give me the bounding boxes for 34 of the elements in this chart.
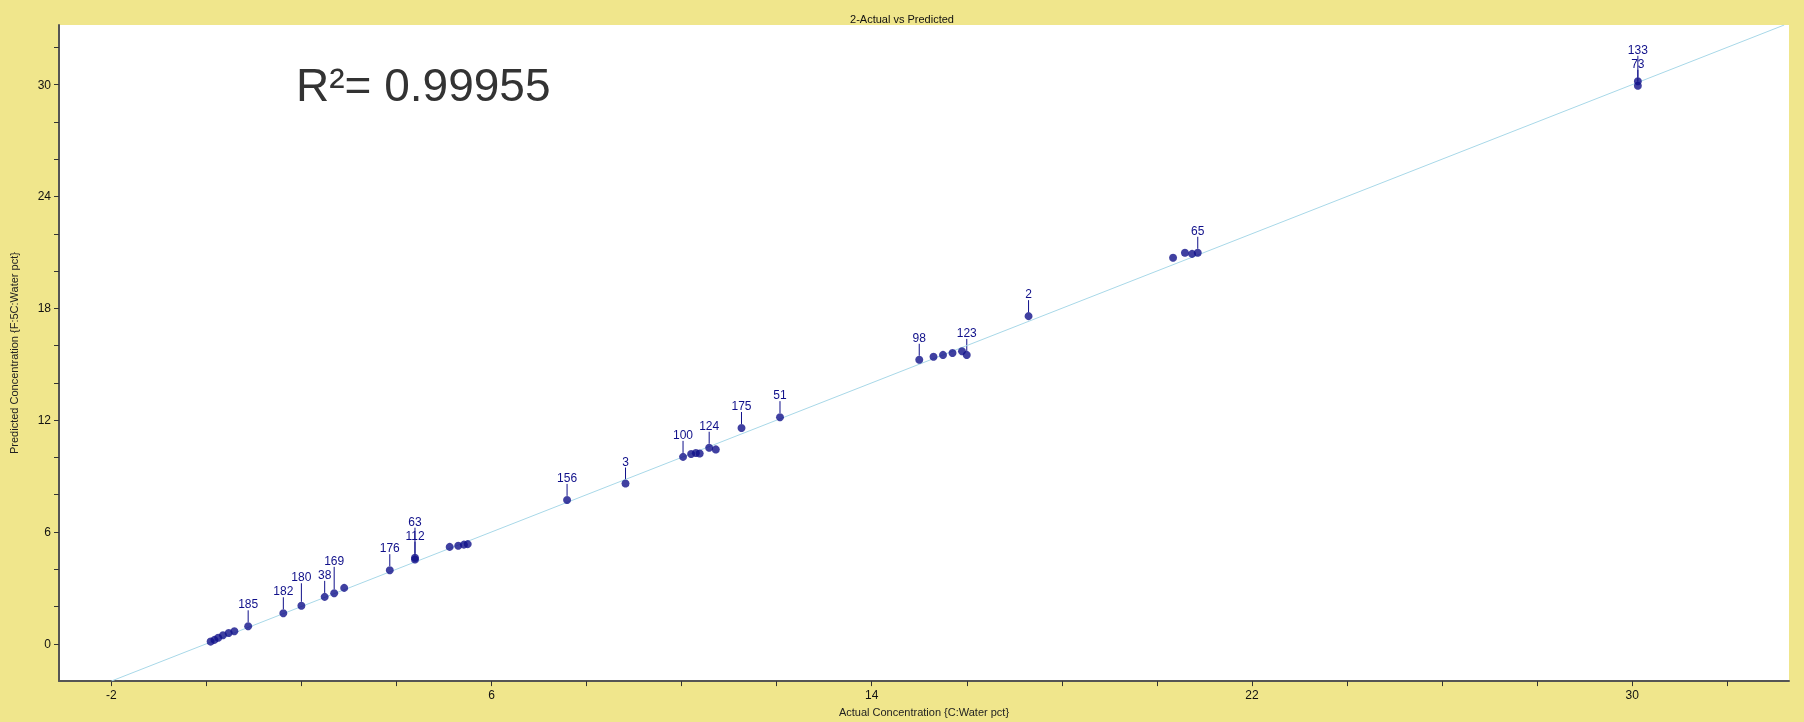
annotation: 156 (557, 470, 578, 485)
annotation: 98 (912, 330, 927, 345)
x-tick-label: 6 (488, 688, 496, 703)
y-tick-label: 12 (37, 413, 52, 428)
y-tick-label: 18 (37, 301, 52, 316)
annotation: 175 (731, 398, 752, 413)
annotation: 133 (1627, 42, 1649, 57)
y-axis-title: Predicted Concentration {F:5C:Water pct} (7, 251, 20, 455)
annotation: 169 (324, 553, 345, 568)
annotation: 123 (956, 325, 978, 340)
annotation: 38 (318, 567, 332, 582)
annotation: 112 (405, 528, 425, 543)
annotation: R²= 0.99955 (296, 59, 551, 111)
annotation: 180 (291, 570, 312, 585)
annotation: 2 (1025, 287, 1033, 302)
annotation: 100 (673, 427, 694, 442)
chart-title: 2-Actual vs Predicted (850, 12, 954, 25)
x-tick-label: 14 (865, 688, 879, 703)
annotation: 124 (699, 418, 720, 433)
y-tick-label: 0 (44, 636, 52, 651)
y-tick-label: 24 (37, 189, 52, 204)
annotation: 176 (379, 541, 401, 556)
y-tick-label: 6 (44, 524, 52, 539)
annotation: 182 (273, 584, 294, 599)
x-tick-label: 22 (1245, 688, 1259, 703)
annotation: 51 (773, 388, 787, 403)
annotation: 185 (238, 597, 259, 612)
y-tick-label: 30 (37, 77, 52, 92)
annotation: 3 (622, 454, 630, 469)
x-tick-label: -2 (105, 688, 117, 703)
annotation: 65 (1191, 223, 1205, 238)
x-axis-title: Actual Concentration {C:Water pct} (838, 705, 1010, 718)
x-tick-label: 30 (1625, 688, 1640, 703)
annotation: 63 (408, 514, 422, 529)
